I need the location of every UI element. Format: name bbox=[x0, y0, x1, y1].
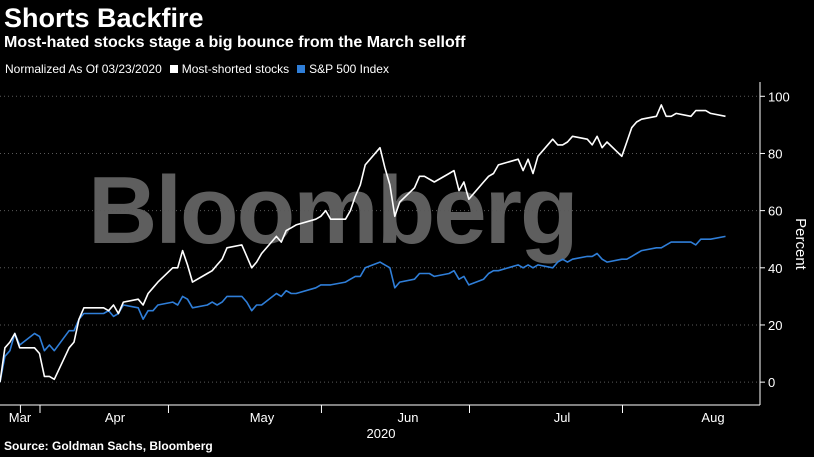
x-axis-title: 2020 bbox=[367, 426, 396, 441]
x-tick-label: Jun bbox=[398, 410, 419, 425]
chart-subtitle: Most-hated stocks stage a big bounce fro… bbox=[4, 34, 466, 51]
legend-note: Normalized As Of 03/23/2020 bbox=[5, 62, 162, 76]
chart-legend: Normalized As Of 03/23/2020 Most-shorted… bbox=[5, 62, 389, 76]
y-tick-label: 0 bbox=[768, 375, 775, 390]
series-line-most-shorted bbox=[0, 104, 726, 383]
x-tick-label: Apr bbox=[105, 410, 126, 425]
legend-swatch-sp500 bbox=[297, 65, 306, 73]
y-tick-label: 20 bbox=[768, 318, 782, 333]
chart-title: Shorts Backfire bbox=[4, 3, 204, 33]
y-tick-label: 80 bbox=[768, 146, 782, 161]
y-tick-label: 60 bbox=[768, 204, 782, 219]
x-tick-label: Mar bbox=[9, 410, 32, 425]
y-tick-label: 100 bbox=[768, 89, 790, 104]
y-axis-title: Percent bbox=[792, 218, 809, 271]
x-tick-label: May bbox=[250, 410, 275, 425]
x-tick-label: Aug bbox=[701, 410, 724, 425]
source-note: Source: Goldman Sachs, Bloomberg bbox=[4, 439, 213, 453]
y-tick-label: 40 bbox=[768, 261, 782, 276]
legend-label-sp500: S&P 500 Index bbox=[309, 62, 389, 76]
legend-label-most-shorted: Most-shorted stocks bbox=[181, 62, 290, 76]
x-tick-label: Jul bbox=[554, 410, 571, 425]
legend-swatch-most-shorted bbox=[169, 65, 178, 73]
